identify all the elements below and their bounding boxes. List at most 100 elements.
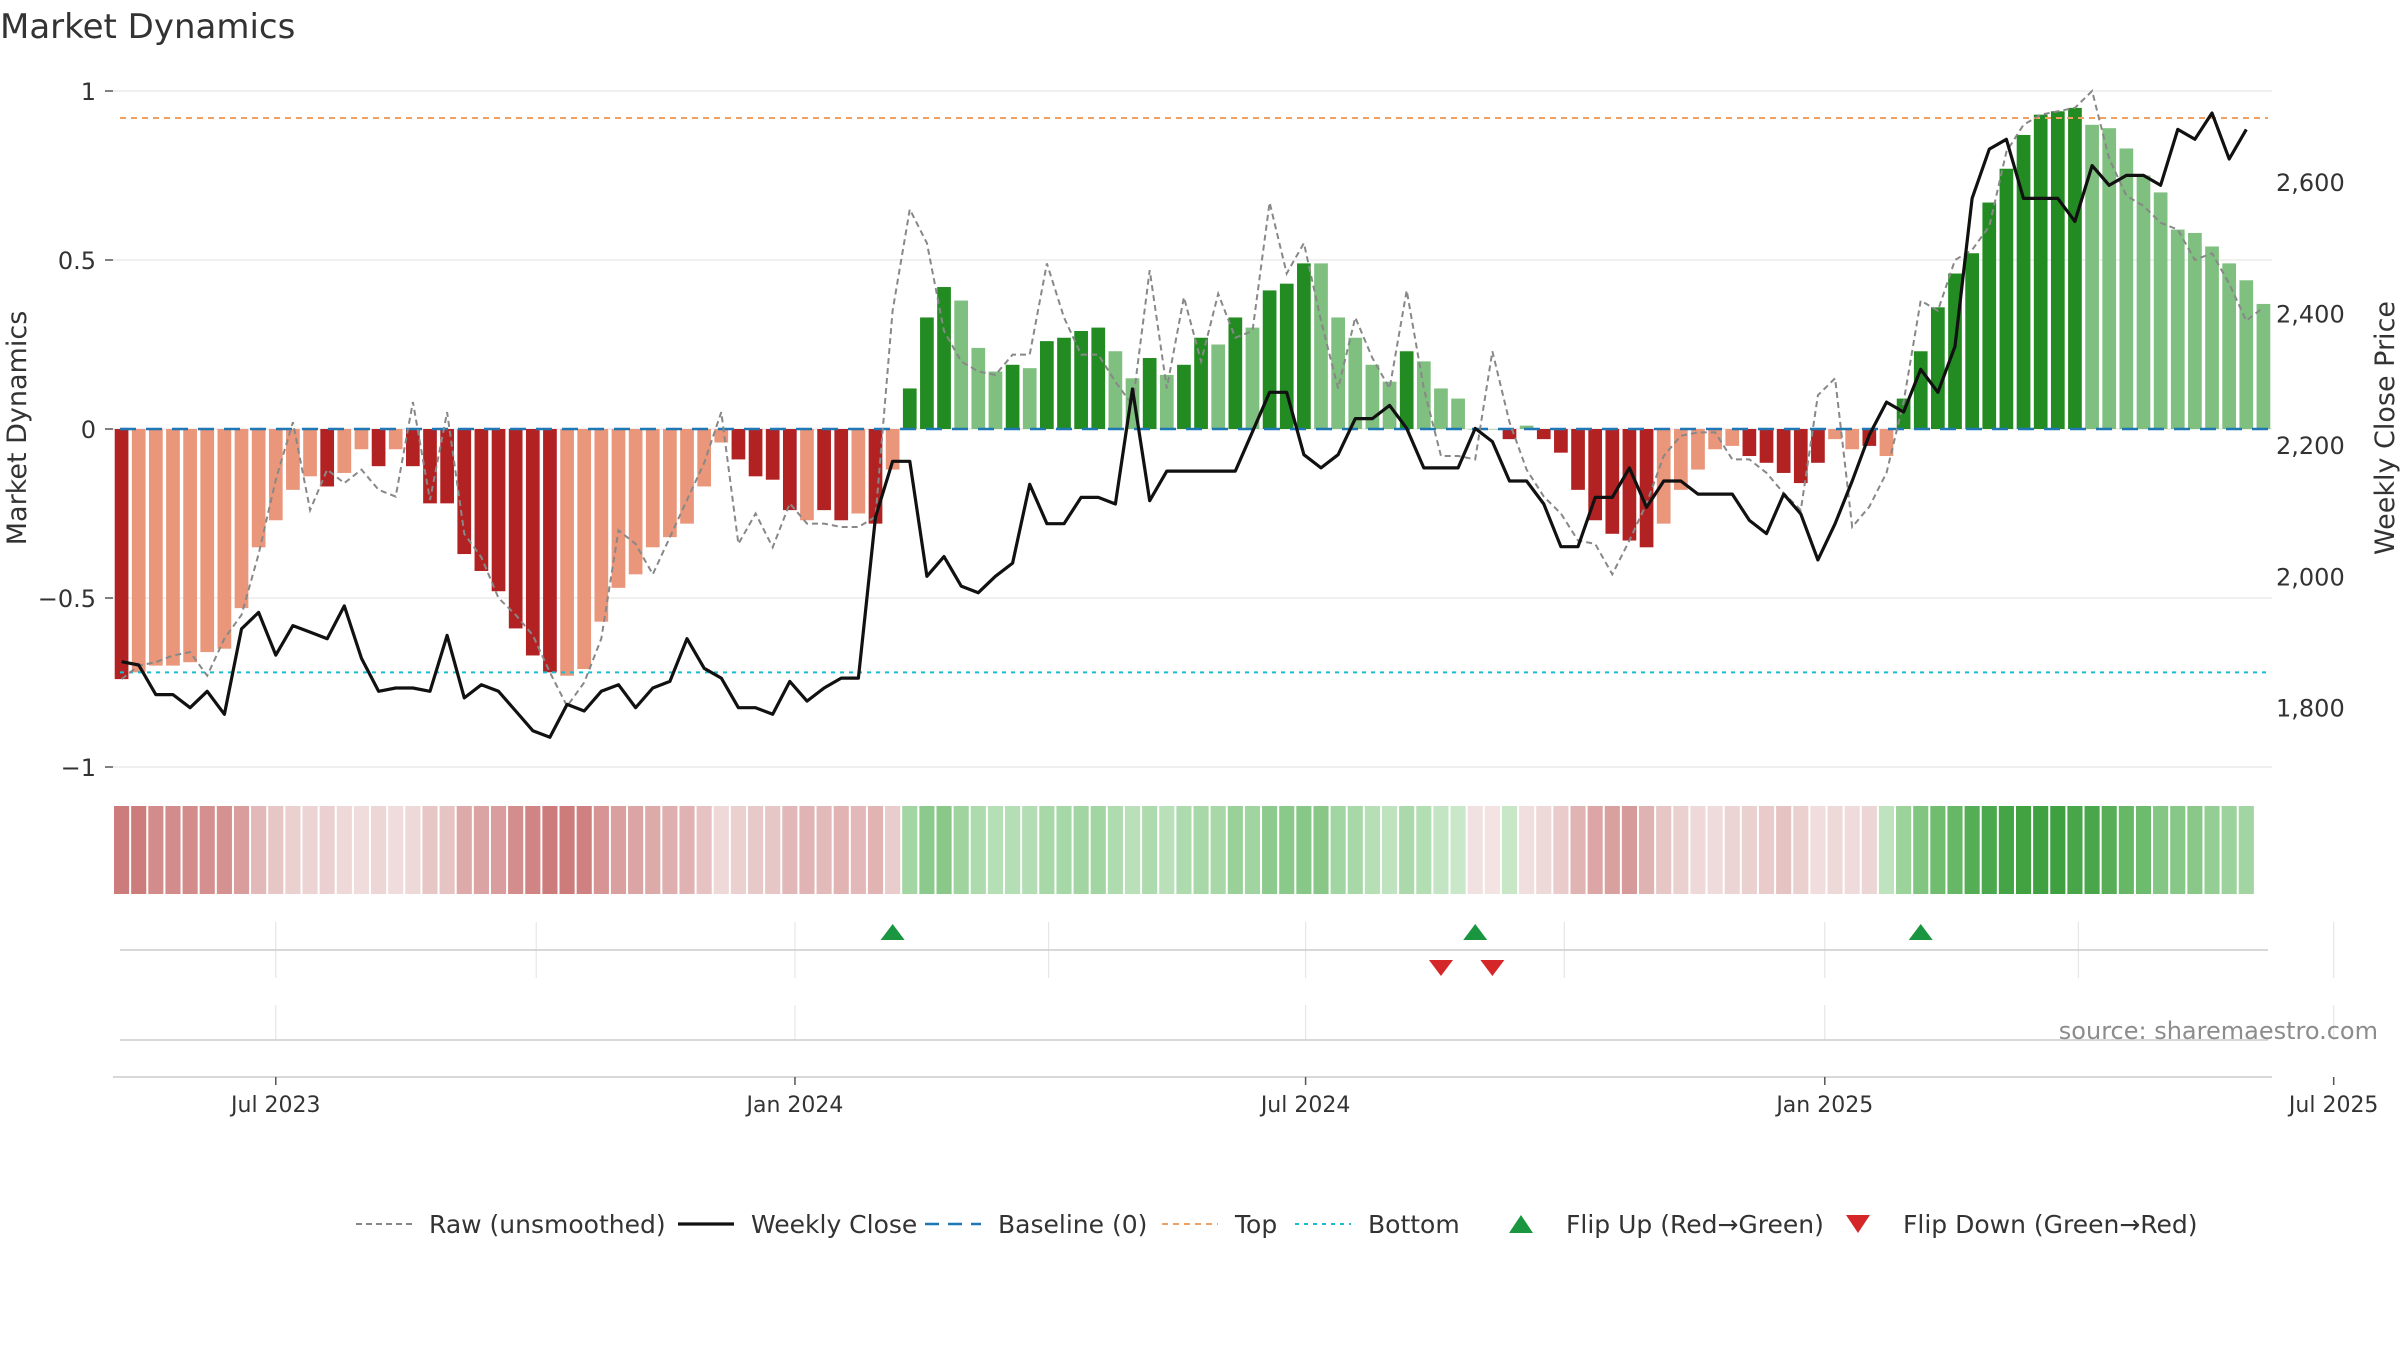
strip-cell xyxy=(388,806,404,894)
dynamics-bar xyxy=(645,429,660,548)
legend-item: Top xyxy=(1162,1210,1277,1239)
strip-cell xyxy=(1758,806,1775,894)
strip-cell xyxy=(885,806,901,894)
strip-cell xyxy=(1793,806,1809,894)
strip-cell xyxy=(2050,806,2066,894)
strip-cell xyxy=(233,806,250,894)
strip-cell xyxy=(970,806,986,894)
lines-layer xyxy=(120,89,2268,739)
dynamics-bar xyxy=(1571,429,1585,490)
strip-cell xyxy=(1621,806,1638,894)
strip-cell xyxy=(199,806,215,894)
strip-cell xyxy=(1776,806,1792,894)
dynamics-bar xyxy=(2256,303,2271,429)
dynamics-bar xyxy=(1365,364,1380,429)
dynamics-bar xyxy=(800,429,814,521)
legend-item: Bottom xyxy=(1295,1210,1460,1239)
dynamics-bar xyxy=(1811,429,1825,463)
y2-tick-label: 1,800 xyxy=(2276,695,2345,723)
dynamics-bar xyxy=(1451,398,1465,429)
legend-item: Flip Down (Green→Red) xyxy=(1846,1210,2198,1239)
strip-cell xyxy=(1570,806,1586,894)
strip-cell xyxy=(2204,806,2220,894)
dynamics-bar xyxy=(1297,263,1311,429)
dynamics-bar xyxy=(1159,374,1174,429)
strip-cell xyxy=(1244,806,1261,894)
strip-cell xyxy=(473,806,489,894)
dynamics-bar xyxy=(868,429,883,524)
strip-cell xyxy=(1279,806,1295,894)
y-tick-label: 0.5 xyxy=(58,247,96,275)
strip-cell xyxy=(730,806,746,894)
strip-cell xyxy=(285,806,301,894)
strip-cell xyxy=(782,806,798,894)
strip-cell xyxy=(679,806,695,894)
strip-cell xyxy=(490,806,507,894)
dynamics-bar xyxy=(525,429,540,656)
strip-cell xyxy=(799,806,815,894)
strip-cell xyxy=(1673,806,1689,894)
strip-cell xyxy=(1878,806,1895,894)
strip-cell xyxy=(987,806,1004,894)
dynamics-bar xyxy=(1554,429,1568,453)
strip-cell xyxy=(1433,806,1449,894)
y2-axis-label: Weekly Close Price xyxy=(2370,301,2400,555)
dynamics-bar xyxy=(268,429,283,521)
dynamics-bar xyxy=(1759,429,1774,463)
strip-cell xyxy=(1810,806,1826,894)
dynamics-bar xyxy=(748,429,763,477)
strip-cell xyxy=(2067,806,2083,894)
strip-cell xyxy=(268,806,284,894)
legend-label: Raw (unsmoothed) xyxy=(429,1210,666,1239)
strip-cell xyxy=(422,806,438,894)
strip-cell xyxy=(1930,806,1946,894)
strip-cell xyxy=(1587,806,1603,894)
dynamics-bar xyxy=(1245,327,1260,429)
dynamics-bar xyxy=(2119,148,2134,429)
dynamics-bar xyxy=(354,429,369,450)
strip-cell xyxy=(216,806,232,894)
strip-cell xyxy=(251,806,267,894)
strip-cell xyxy=(1090,806,1106,894)
flip-down-marker xyxy=(1480,960,1505,976)
dynamics-bar xyxy=(1416,361,1431,429)
strip-cell xyxy=(1656,806,1672,894)
dynamics-bar xyxy=(663,429,677,538)
x-tick-label: Jul 2023 xyxy=(229,1093,321,1118)
strip-cell xyxy=(936,806,952,894)
strip-cell xyxy=(610,806,627,894)
chart-title: Market Dynamics xyxy=(0,7,295,47)
y2-tick-label: 2,200 xyxy=(2276,432,2345,460)
dynamics-bar xyxy=(1639,429,1654,548)
strip-cell xyxy=(2101,806,2117,894)
legend-item: Baseline (0) xyxy=(925,1210,1147,1239)
dynamics-bar xyxy=(1314,263,1328,429)
dynamics-bar xyxy=(1725,429,1740,446)
strip-cell xyxy=(542,806,558,894)
strip-cell xyxy=(405,806,421,894)
strip-cell xyxy=(1193,806,1209,894)
dynamics-bar xyxy=(1845,429,1860,450)
strip-cell xyxy=(1005,806,1021,894)
strip-cell xyxy=(1844,806,1860,894)
dynamics-bar xyxy=(1211,344,1226,429)
dynamics-bar xyxy=(1194,337,1208,429)
strip-cell xyxy=(148,806,164,894)
strip-cell xyxy=(2153,806,2169,894)
dynamics-bar xyxy=(183,429,197,663)
dynamics-bar xyxy=(1142,358,1157,429)
y2-tick-label: 2,600 xyxy=(2276,169,2345,197)
dynamics-bar xyxy=(1536,429,1551,440)
legend-item: Raw (unsmoothed) xyxy=(356,1210,666,1239)
dynamics-bar xyxy=(1742,429,1757,457)
dynamics-bar xyxy=(1485,429,1500,430)
strip-cell xyxy=(1227,806,1243,894)
dynamics-bar xyxy=(423,429,437,504)
dynamics-bar xyxy=(148,429,163,666)
dynamics-bar xyxy=(611,429,626,588)
dynamics-bar xyxy=(971,347,986,429)
dynamics-bar xyxy=(2050,111,2065,429)
strip-cell xyxy=(2015,806,2032,894)
dynamics-bar xyxy=(1605,429,1620,534)
